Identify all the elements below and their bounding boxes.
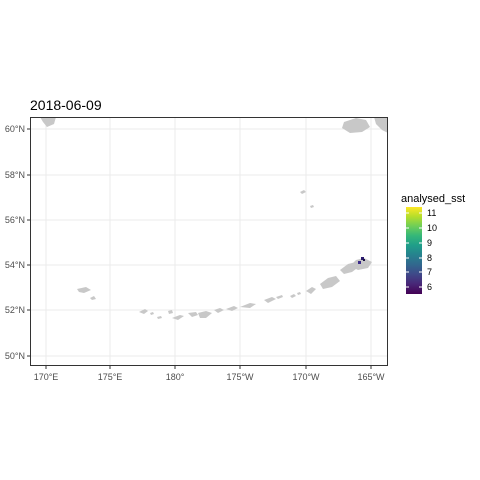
x-tick-label: 165°W	[357, 372, 385, 382]
land-unalaska	[320, 276, 340, 289]
land-pribilof-stpaul	[300, 190, 306, 194]
legend-label: 9	[427, 238, 432, 248]
land-rat-islands	[198, 311, 212, 318]
land-tanaga	[214, 308, 224, 313]
y-tick-label: 56°N	[5, 215, 25, 225]
land-umnak	[306, 287, 316, 294]
land-amchitka	[172, 315, 184, 320]
land-masses	[40, 117, 388, 320]
sst-points	[358, 257, 365, 264]
x-tick-label: 180°	[166, 372, 185, 382]
x-tick-label: 175°W	[226, 372, 254, 382]
legend-label: 10	[427, 223, 437, 233]
land-medny-island	[90, 296, 96, 300]
axis-ticks	[27, 128, 372, 369]
land-bering-island	[77, 287, 91, 293]
land-atka	[264, 297, 276, 303]
land-semisopochnoi	[168, 310, 173, 314]
land-buldir	[157, 316, 162, 319]
land-amlia	[276, 295, 283, 299]
legend-label: 6	[427, 282, 432, 292]
y-tick-label: 58°N	[5, 170, 25, 180]
sst-point-1	[361, 257, 364, 260]
sst-point-2	[358, 261, 361, 264]
sst-point-3	[363, 259, 365, 261]
land-attu	[139, 309, 148, 314]
x-tick-label: 170°E	[34, 372, 59, 382]
land-alaska-mainland	[342, 118, 370, 133]
y-tick-label: 60°N	[5, 124, 25, 134]
land-pribilof-stgeorge	[310, 205, 314, 208]
land-adak	[226, 306, 238, 311]
legend-ticks	[406, 212, 422, 288]
panel-border	[30, 117, 388, 366]
land-kiska	[188, 312, 198, 317]
x-tick-label: 170°W	[292, 372, 320, 382]
plot-title: 2018-06-09	[30, 97, 102, 113]
gridlines	[30, 117, 388, 366]
land-islands-small-1	[297, 292, 301, 295]
legend-label: 8	[427, 253, 432, 263]
legend-label: 7	[427, 267, 432, 277]
y-tick-label: 54°N	[5, 260, 25, 270]
land-siberia-corner	[40, 117, 56, 127]
y-tick-label: 50°N	[5, 351, 25, 361]
legend-label: 11	[427, 208, 436, 218]
land-andreanof	[240, 303, 256, 308]
legend-colorbar	[406, 207, 422, 294]
land-islands-four-mountains	[290, 294, 296, 298]
y-tick-label: 52°N	[5, 305, 25, 315]
legend-title: analysed_sst	[401, 193, 466, 205]
x-tick-label: 175°E	[98, 372, 123, 382]
map-panel	[30, 117, 388, 366]
land-alaska-northeast	[374, 117, 388, 133]
land-shemya	[150, 312, 154, 315]
